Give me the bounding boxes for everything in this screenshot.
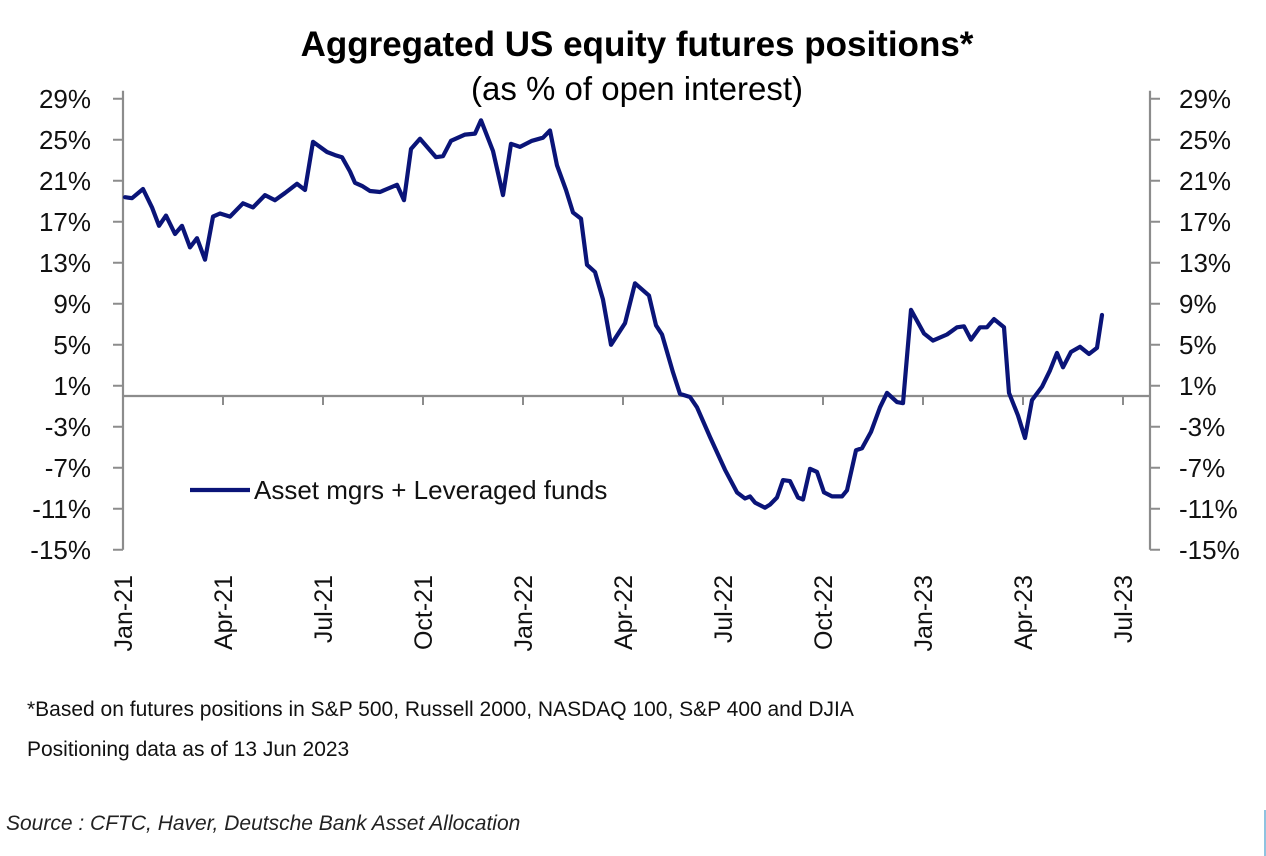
series-layer	[122, 118, 1105, 510]
x-tick-label: Jan-21	[110, 575, 138, 651]
right-y-tick-label: 9%	[1179, 289, 1217, 319]
axes: 29% 29% 25% 25% 21% 21% 17% 17% 13% 13% 9% 9% 5% 5% 1%…	[30, 84, 1239, 652]
left-y-tick-label: 9%	[53, 289, 91, 319]
left-y-tick-label: -11%	[32, 494, 91, 524]
right-y-tick-label: 25%	[1179, 125, 1231, 155]
x-tick-label: Apr-22	[610, 575, 638, 650]
edge-accent-line	[1264, 810, 1266, 856]
left-y-tick-label: 5%	[53, 330, 91, 360]
x-tick-label: Jul-22	[710, 575, 738, 643]
left-y-tick-label: 17%	[39, 207, 91, 237]
x-tick-label: Jul-21	[310, 575, 338, 643]
right-y-tick-label: -11%	[1179, 494, 1238, 524]
right-y-tick-label: 5%	[1179, 330, 1217, 360]
right-y-tick-label: 17%	[1179, 207, 1231, 237]
x-tick-label: Apr-21	[210, 575, 238, 650]
left-y-tick-label: 13%	[39, 248, 91, 278]
x-tick-label: Oct-21	[410, 575, 438, 650]
right-y-tick-label: -3%	[1179, 412, 1225, 442]
left-y-tick-label: 1%	[53, 371, 91, 401]
right-y-tick-label: 1%	[1179, 371, 1217, 401]
legend: Asset mgrs + Leveraged funds	[190, 475, 607, 505]
series-line-0	[122, 118, 1105, 510]
x-tick-label: Jan-22	[510, 575, 538, 651]
chart-subtitle: (as % of open interest)	[471, 70, 803, 107]
line-chart: Aggregated US equity futures positions* …	[30, 25, 1239, 652]
x-tick-label: Apr-23	[1010, 575, 1038, 650]
source-note: Source : CFTC, Haver, Deutsche Bank Asse…	[6, 812, 521, 835]
left-y-tick-label: 25%	[39, 125, 91, 155]
x-tick-label: Oct-22	[810, 575, 838, 650]
right-y-tick-label: -7%	[1179, 453, 1225, 483]
right-y-tick-label: 13%	[1179, 248, 1231, 278]
right-y-tick-label: 21%	[1179, 166, 1231, 196]
x-tick-label: Jul-23	[1110, 575, 1138, 643]
right-y-tick-label: -15%	[1179, 535, 1240, 565]
left-y-tick-label: -15%	[30, 535, 91, 565]
left-y-tick-label: -3%	[45, 412, 91, 442]
x-tick-label: Jan-23	[910, 575, 938, 651]
footnote-indices: *Based on futures positions in S&P 500, …	[27, 698, 854, 721]
left-y-tick-label: -7%	[45, 453, 91, 483]
legend-label: Asset mgrs + Leveraged funds	[254, 475, 607, 505]
right-y-tick-label: 29%	[1179, 84, 1231, 114]
left-y-tick-label: 29%	[39, 84, 91, 114]
chart-title: Aggregated US equity futures positions*	[301, 25, 974, 64]
footnote-data-date: Positioning data as of 13 Jun 2023	[27, 738, 350, 761]
left-y-tick-label: 21%	[39, 166, 91, 196]
